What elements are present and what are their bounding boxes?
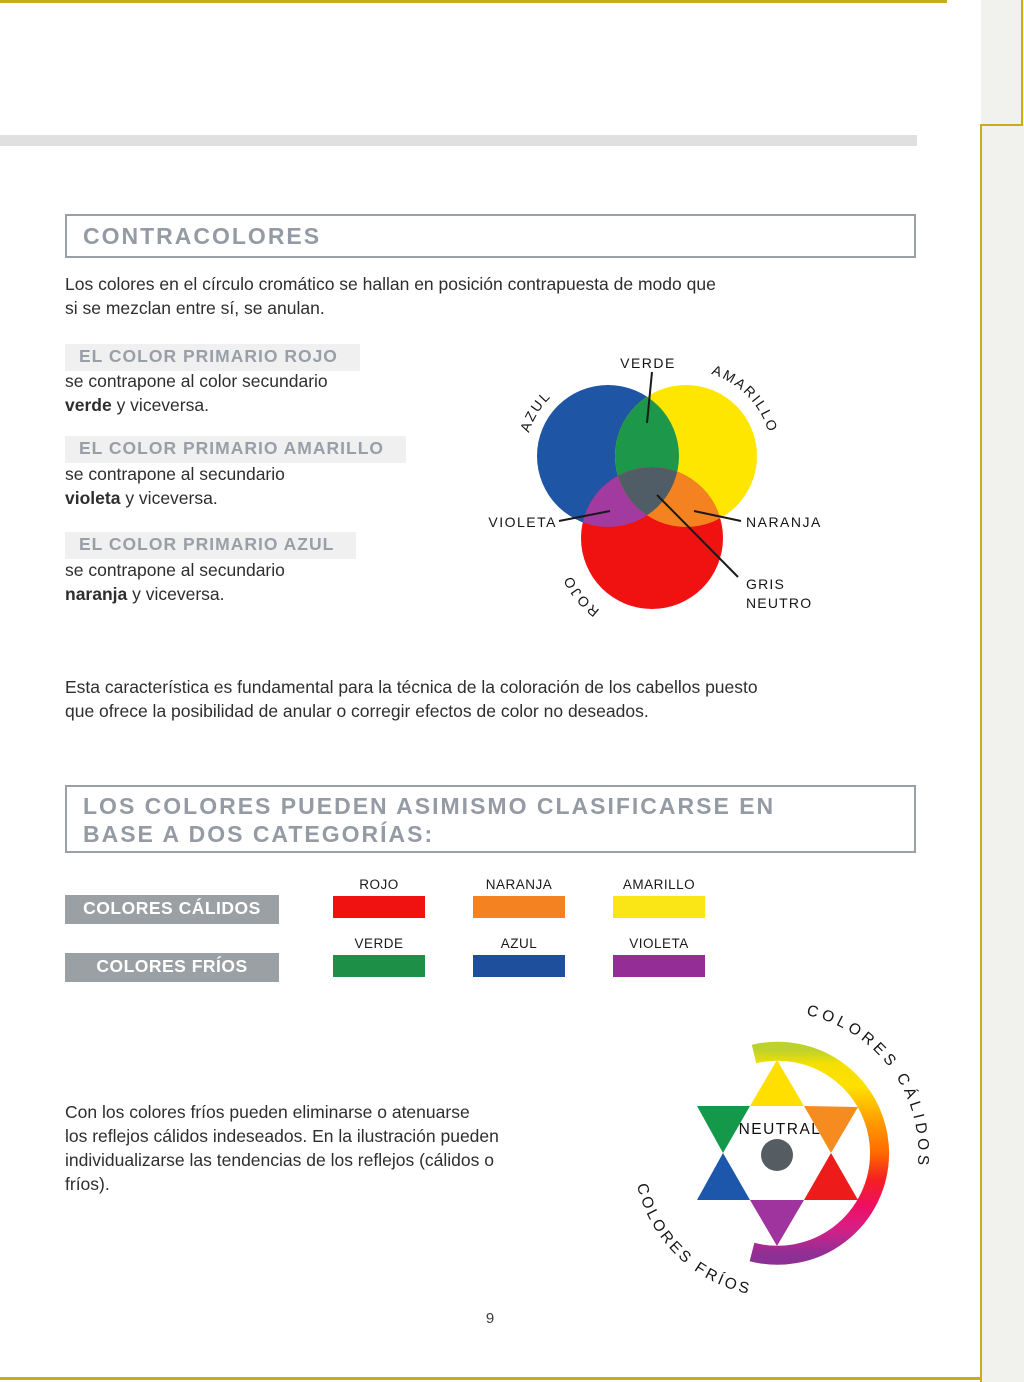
body-line-rest: y viceversa. <box>120 488 218 508</box>
venn-label-naranja: NARANJA <box>746 514 822 530</box>
next-page-right-border <box>1021 0 1023 126</box>
swatch-label-violeta: VIOLETA <box>629 936 689 951</box>
swatch-label-verde: VERDE <box>354 936 404 951</box>
subsection-heading-rojo: EL COLOR PRIMARIO ROJO <box>65 344 360 371</box>
subsection-heading-azul: EL COLOR PRIMARIO AZUL <box>65 532 357 559</box>
neutral-label: NEUTRAL <box>739 1121 822 1138</box>
closing-paragraph: Esta característica es fundamental para … <box>65 675 758 723</box>
swatch-violeta <box>613 955 705 977</box>
intro-paragraph: Los colores en el círculo cromático se h… <box>65 272 716 320</box>
closing-line-2: que ofrece la posibilidad de anular o co… <box>65 701 649 721</box>
verde-leader-line <box>646 371 653 424</box>
warm-colors-chip: COLORES CÁLIDOS <box>65 895 279 924</box>
closing-line-1: Esta característica es fundamental para … <box>65 677 758 697</box>
categorias-title-line-2: BASE A DOS CATEGORÍAS: <box>83 821 435 847</box>
gris-neutro-leader-line <box>656 494 739 578</box>
bold-color-word: naranja <box>65 584 128 604</box>
violeta-leader-line <box>558 510 611 522</box>
paragraph-line: fríos). <box>65 1174 110 1194</box>
paragraph-line: los reflejos cálidos indeseados. En la i… <box>65 1126 499 1146</box>
venn-label-neutro: NEUTRO <box>746 595 812 611</box>
swatch-label-rojo: ROJO <box>359 877 399 892</box>
star-triangle-naranja <box>804 1106 858 1153</box>
categorias-title-line-1: LOS COLORES PUEDEN ASIMISMO CLASIFICARSE… <box>83 793 776 819</box>
bold-color-word: violeta <box>65 488 121 508</box>
venn-color-diagram: VERDE VIOLETA NARANJA GRIS NEUTRO AZUL A… <box>488 355 822 620</box>
arc-label-colores-calidos: COLORES CÁLIDOS <box>805 1002 932 1169</box>
star-triangle-verde <box>697 1106 750 1153</box>
next-page-corner-border <box>980 124 1023 126</box>
body-line-rest: y viceversa. <box>127 584 225 604</box>
subsection-body-amarillo: se contrapone al secundario violeta y vi… <box>65 462 285 510</box>
swatch-rojo <box>333 896 425 918</box>
swatch-verde <box>333 955 425 977</box>
next-page-edge <box>981 0 1024 1382</box>
subsection-body-rojo: se contrapone al color secundario verde … <box>65 369 328 417</box>
subsection-heading-amarillo: EL COLOR PRIMARIO AMARILLO <box>65 436 407 463</box>
intro-line-2: si se mezclan entre sí, se anulan. <box>65 298 325 318</box>
bold-color-word: verde <box>65 395 112 415</box>
venn-overlap-violeta <box>581 467 679 527</box>
subsection-body-line: violeta y viceversa. <box>65 486 285 510</box>
swatch-label-amarillo: AMARILLO <box>622 877 696 892</box>
subsection-body-line: verde y viceversa. <box>65 393 328 417</box>
cool-colors-chip: COLORES FRÍOS <box>65 953 279 982</box>
color-temperature-arc <box>749 1041 890 1265</box>
subsection-body-line: se contrapone al secundario <box>65 560 285 580</box>
venn-label-verde: VERDE <box>620 355 676 371</box>
subsection-body-line: naranja y viceversa. <box>65 582 285 606</box>
next-page-left-border <box>980 124 982 1382</box>
subsection-body-line: se contrapone al color secundario <box>65 371 328 391</box>
swatch-label-naranja: NARANJA <box>485 877 553 892</box>
venn-label-gris: GRIS <box>746 576 785 592</box>
page-number: 9 <box>485 1310 495 1327</box>
header-divider-bar <box>0 135 917 146</box>
body-line-rest: y viceversa. <box>111 395 209 415</box>
neutral-dot <box>761 1139 793 1171</box>
naranja-leader-line <box>693 510 742 522</box>
star-triangle-rojo <box>804 1153 858 1200</box>
subsection-body-azul: se contrapone al secundario naranja y vi… <box>65 558 285 606</box>
section-title-contracolores: CONTRACOLORES <box>65 214 916 258</box>
page-top-border <box>0 0 947 3</box>
intro-line-1: Los colores en el círculo cromático se h… <box>65 274 716 294</box>
star-triangle-amarillo <box>750 1060 804 1106</box>
star-triangle-azul <box>697 1153 750 1200</box>
subsection-body-line: se contrapone al secundario <box>65 464 285 484</box>
swatch-azul <box>473 955 565 977</box>
swatch-amarillo <box>613 896 705 918</box>
cool-colors-paragraph: Con los colores fríos pueden eliminarse … <box>65 1100 499 1196</box>
paragraph-line: Con los colores fríos pueden eliminarse … <box>65 1102 470 1122</box>
paragraph-line: individualizarse las tendencias de los r… <box>65 1150 494 1170</box>
section-title-categorias: LOS COLORES PUEDEN ASIMISMO CLASIFICARSE… <box>65 785 916 853</box>
star-color-diagram: NEUTRAL COLORES CÁLIDOS COLORES FRÍOS <box>633 1002 932 1298</box>
page-bottom-border <box>0 1377 982 1380</box>
swatch-naranja <box>473 896 565 918</box>
star-triangle-violeta <box>750 1200 804 1246</box>
venn-label-violeta: VIOLETA <box>488 514 557 530</box>
swatch-label-azul: AZUL <box>500 936 538 951</box>
